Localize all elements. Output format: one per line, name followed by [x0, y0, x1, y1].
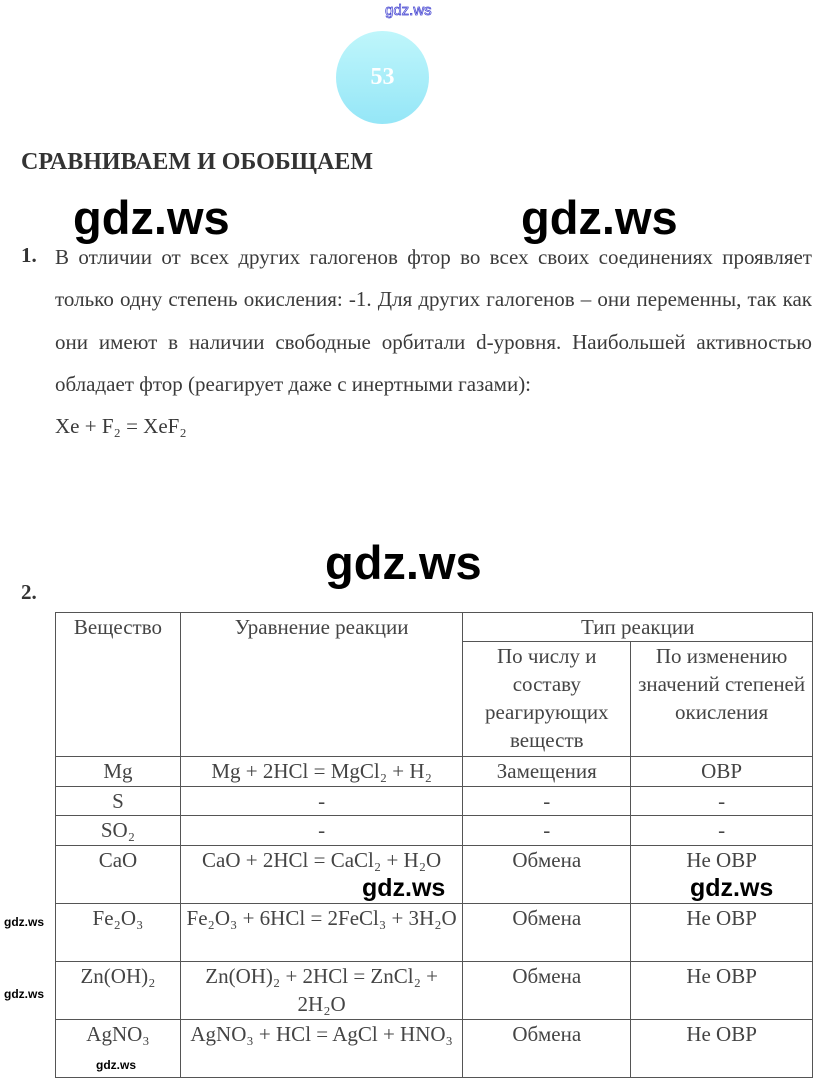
watermark: gdz.ws	[521, 191, 678, 244]
cell-substance: Zn(OH)₂	[55, 961, 181, 1020]
cell-composition: Обмена	[462, 1019, 632, 1078]
cell-oxidation: Не ОВР	[630, 961, 813, 1020]
table-row: Zn(OH)₂ Zn(OH)₂ + 2HCl = ZnCl₂ + 2H₂O Обме…	[55, 961, 813, 1020]
cell-substance: Fe₂O₃	[55, 903, 181, 962]
watermark: gdz.ws	[4, 987, 45, 1001]
table-row: Mg Mg + 2HCl = MgCl₂ + H₂ Замещения ОВР	[55, 756, 813, 787]
cell-oxidation: Не ОВР	[630, 1019, 813, 1078]
header-type: Тип реакции	[462, 612, 813, 642]
cell-equation: Fe₂O₃ + 6HCl = 2FeCl₃ + 3H₂O	[179, 903, 464, 962]
watermark: gdz.ws	[690, 874, 774, 902]
cell-composition: -	[462, 786, 632, 816]
task1-equation: Xe + F₂ = XeF₂	[55, 414, 187, 439]
page-number-badge: 53	[336, 31, 429, 124]
header-by-oxidation: По изменению значений степеней окисления	[630, 641, 813, 757]
cell-composition: Обмена	[462, 903, 632, 962]
table-row: AgNO₃ AgNO₃ + HCl = AgCl + HNO₃ Обмена Не О…	[55, 1019, 813, 1078]
cell-substance: SO₂	[55, 815, 181, 846]
cell-equation: Mg + 2HCl = MgCl₂ + H₂	[179, 756, 464, 787]
table-row: S---	[55, 786, 813, 816]
watermark: gdz.ws	[4, 915, 45, 929]
header-by-composition: По числу и составу реагирующих веществ	[462, 641, 632, 757]
cell-oxidation: ОВР	[630, 756, 813, 787]
cell-oxidation: -	[630, 815, 813, 846]
cell-composition: -	[462, 815, 632, 846]
watermark: gdz.ws	[362, 874, 446, 902]
cell-equation: AgNO₃ + HCl = AgCl + HNO₃	[179, 1019, 464, 1078]
cell-equation: Zn(OH)₂ + 2HCl = ZnCl₂ + 2H₂O	[179, 961, 464, 1020]
cell-equation: -	[179, 786, 464, 816]
watermark: gdz.ws	[325, 536, 482, 589]
cell-composition: Обмена	[462, 961, 632, 1020]
cell-composition: Обмена	[462, 845, 632, 904]
watermark: gdz.ws	[385, 2, 432, 20]
cell-equation: CaO + 2HCl = CaCl₂ + H₂O	[179, 845, 464, 904]
cell-substance: S	[55, 786, 181, 816]
table-row: Fe₂O₃ Fe₂O₃ + 6HCl = 2FeCl₃ + 3H₂O Обмена Н…	[55, 903, 813, 962]
cell-oxidation: -	[630, 786, 813, 816]
section-title: СРАВНИВАЕМ И ОБОБЩАЕМ	[21, 149, 374, 175]
header-substance: Вещество	[55, 612, 181, 757]
watermark: gdz.ws	[73, 191, 230, 244]
table-row: SO₂ - - -	[55, 815, 813, 846]
cell-composition: Замещения	[462, 756, 632, 787]
task-number: 2.	[21, 580, 37, 604]
cell-substance: AgNO₃	[55, 1019, 181, 1078]
table-row: CaO CaO + 2HCl = CaCl₂ + H₂O Обмена Не ОВР	[55, 845, 813, 904]
watermark: gdz.ws	[96, 1058, 137, 1072]
cell-equation: -	[179, 815, 464, 846]
reaction-table: Вещество Уравнение реакции Тип реакции П…	[55, 612, 813, 1078]
cell-substance: Mg	[55, 756, 181, 787]
cell-substance: CaO	[55, 845, 181, 904]
task1-paragraph: В отличии от всех других галогенов фтор …	[55, 245, 812, 396]
header-equation: Уравнение реакции	[179, 612, 464, 757]
cell-oxidation: Не ОВР	[630, 903, 813, 962]
task1-text: В отличии от всех других галогенов фтор …	[55, 236, 812, 447]
task-number: 1.	[21, 243, 37, 267]
